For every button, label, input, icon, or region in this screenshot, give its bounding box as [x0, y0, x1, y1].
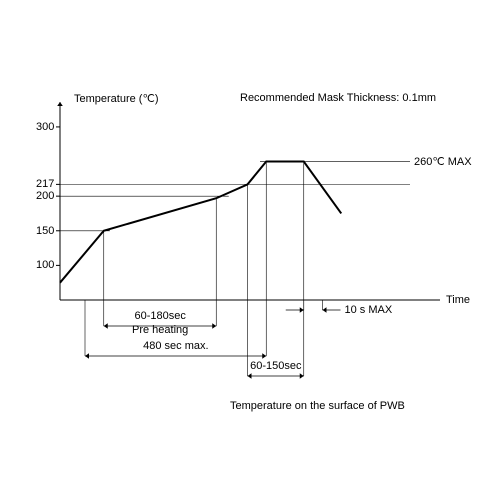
- x-axis-label: Time: [446, 294, 470, 306]
- dim-dim3-0: 60-150sec: [250, 360, 301, 372]
- y-tick-217: 217: [36, 178, 54, 190]
- y-tick-300: 300: [36, 121, 54, 133]
- y-tick-100: 100: [36, 259, 54, 271]
- caption: Temperature on the surface of PWB: [230, 400, 405, 412]
- recommended-thickness: Recommended Mask Thickness: 0.1mm: [240, 92, 436, 104]
- guide-250: 260℃ MAX: [414, 155, 472, 168]
- temperature-curve: [60, 162, 341, 283]
- y-tick-200: 200: [36, 190, 54, 202]
- y-tick-150: 150: [36, 225, 54, 237]
- dim-dim2-0: 480 sec max.: [143, 340, 208, 352]
- dim-dim1-0: 60-180sec: [135, 310, 186, 322]
- dim-dim1-1: Pre heating: [132, 324, 188, 336]
- y-axis-title: Temperature (℃): [74, 92, 159, 105]
- reflow-profile-chart: [0, 0, 500, 500]
- dim-dim4-0: 10 s MAX: [345, 304, 393, 316]
